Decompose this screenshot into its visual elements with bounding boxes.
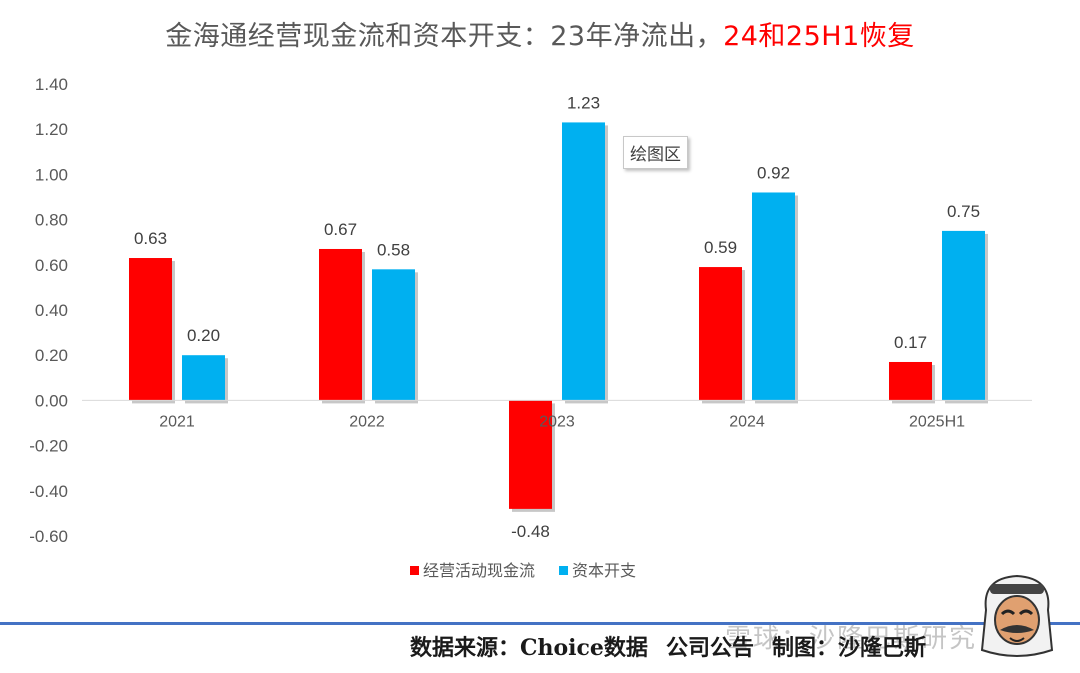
data-label: 0.63	[134, 229, 167, 248]
x-tick-label: 2022	[349, 413, 385, 430]
bar-capex	[372, 269, 415, 401]
y-tick-label: 1.20	[35, 120, 68, 139]
source-text: 数据来源：Choice数据	[410, 635, 648, 661]
bar-operating-cash-flow	[509, 400, 552, 509]
y-tick-label: -0.60	[29, 527, 68, 546]
announcement-text: 公司公告	[665, 635, 754, 661]
y-tick-label: -0.40	[29, 482, 68, 501]
data-label: 0.67	[324, 220, 357, 239]
footer-divider	[0, 622, 1080, 625]
legend-swatch	[410, 566, 419, 575]
bar-capex	[752, 192, 795, 401]
y-tick-label: 0.20	[35, 346, 68, 365]
author-text: 制图：沙隆巴斯	[771, 635, 926, 661]
data-label: 0.17	[894, 333, 927, 352]
data-label: 0.59	[704, 238, 737, 257]
watermark: 雪球：沙隆巴斯研究	[725, 624, 978, 654]
y-tick-label: 1.40	[35, 75, 68, 94]
bar-capex	[182, 355, 225, 401]
x-tick-label: 2023	[539, 413, 575, 430]
data-label: 1.23	[567, 93, 600, 112]
y-tick-label: 0.60	[35, 256, 68, 275]
data-label: 0.58	[377, 240, 410, 259]
chart-title-main: 金海通经营现金流和资本开支：23年净流出，	[165, 21, 724, 52]
y-tick-label: 0.40	[35, 301, 68, 320]
y-tick-label: 0.00	[35, 391, 68, 410]
bar-operating-cash-flow	[319, 248, 362, 401]
legend-swatch	[559, 566, 569, 575]
data-label: 0.75	[947, 202, 980, 221]
data-label: 0.92	[757, 163, 790, 182]
bar-operating-cash-flow	[889, 361, 932, 401]
data-label: -0.48	[511, 522, 550, 541]
data-label: 0.20	[187, 326, 220, 345]
avatar-icon	[980, 574, 1054, 657]
legend-label: 资本开支	[572, 561, 636, 580]
x-tick-label: 2024	[729, 413, 765, 430]
bar-operating-cash-flow	[699, 267, 742, 401]
x-axis: 2021 2022 2023 2024 2025H1	[82, 399, 1032, 430]
y-tick-label: 0.80	[35, 211, 68, 230]
bar-chart: 1.40 1.20 1.00 0.80 0.60 0.40 0.20 0.00 -0.20 -0.…	[29, 75, 1032, 580]
chart-bars	[129, 122, 988, 512]
y-axis-ticks: 1.40 1.20 1.00 0.80 0.60 0.40 0.20 0.00 -0.20 -0.…	[29, 75, 68, 546]
legend-label: 经营活动现金流	[423, 561, 535, 580]
plot-area-tooltip: 绘图区	[623, 136, 688, 169]
bar-operating-cash-flow	[129, 258, 172, 401]
x-tick-label: 2021	[159, 413, 195, 430]
x-tick-label: 2025H1	[909, 413, 965, 430]
chart-title: 金海通经营现金流和资本开支：23年净流出，24和25H1恢复	[0, 14, 1080, 53]
bar-capex	[942, 230, 985, 401]
chart-title-highlight: 24和25H1恢复	[723, 21, 915, 52]
chart-legend: 经营活动现金流 资本开支	[410, 561, 636, 580]
y-tick-label: 1.00	[35, 165, 68, 184]
footer-source: 数据来源：Choice数据 公司公告 制图：沙隆巴斯	[410, 630, 926, 662]
data-labels: 0.63 0.20 0.67 0.58 -0.48 1.23 0.59 0.92 0.17 0.7…	[134, 93, 980, 540]
bar-capex	[562, 122, 605, 401]
y-tick-label: -0.20	[29, 437, 68, 456]
